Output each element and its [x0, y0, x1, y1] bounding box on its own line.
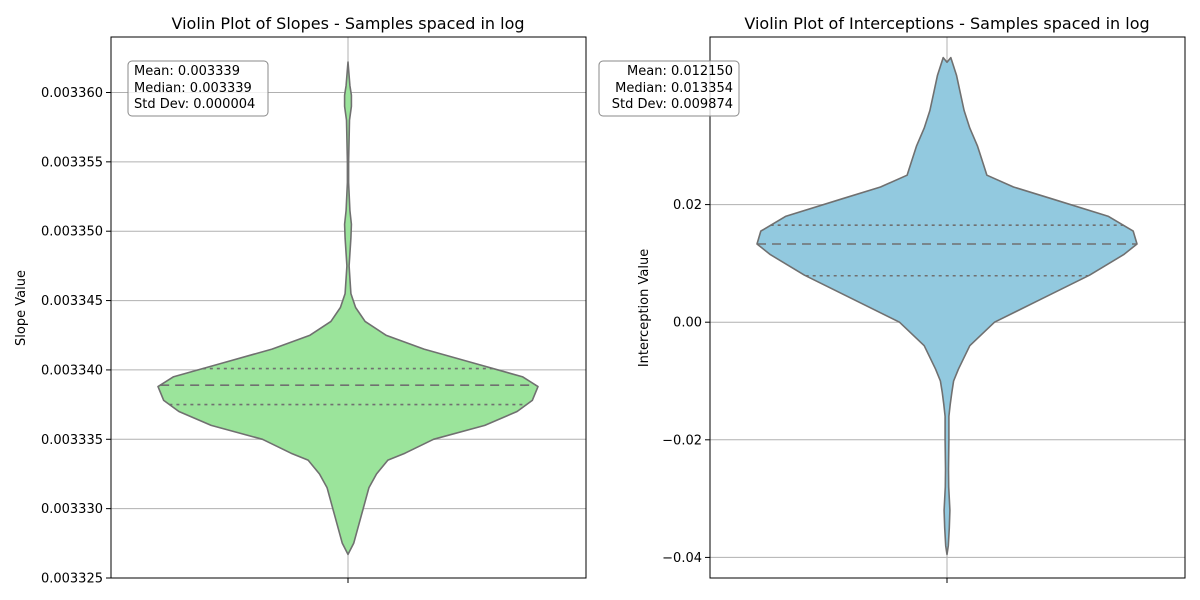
slopes-violin — [157, 61, 539, 556]
interceptions-stats-median: Median: 0.013354 — [615, 81, 733, 96]
slopes-y-tick-label: 0.003335 — [41, 433, 103, 448]
interceptions-y-ticks: −0.04 −0.02 0.00 0.02 — [662, 198, 710, 566]
slopes-stats-stddev: Std Dev: 0.000004 — [134, 97, 255, 112]
interceptions-y-tick-label: −0.04 — [662, 551, 702, 566]
slopes-axes-frame — [110, 36, 587, 579]
slopes-y-tick-label: 0.003330 — [41, 502, 103, 517]
interceptions-y-tick-label: −0.02 — [662, 433, 702, 448]
slopes-y-tick-label: 0.003345 — [41, 294, 103, 309]
slopes-title: Violin Plot of Slopes - Samples spaced i… — [171, 14, 524, 33]
interceptions-stats-mean: Mean: 0.012150 — [627, 64, 733, 79]
slopes-y-tick-label: 0.003350 — [41, 225, 103, 240]
interceptions-axes-frame — [709, 36, 1186, 579]
interceptions-y-tick-label: 0.02 — [673, 198, 702, 213]
slopes-y-tick-label: 0.003325 — [41, 572, 103, 587]
slopes-y-ticks: 0.003325 0.003330 0.003335 0.003340 0.003345… — [41, 86, 111, 587]
slopes-y-tick-label: 0.003360 — [41, 86, 103, 101]
slopes-stats-box-frame — [127, 60, 269, 117]
slopes-stats-median: Median: 0.003339 — [134, 81, 252, 96]
interceptions-y-tick-label: 0.00 — [673, 316, 702, 331]
interceptions-stats-stddev: Std Dev: 0.009874 — [612, 97, 733, 112]
slopes-y-tick-label: 0.003355 — [41, 155, 103, 170]
slopes-panel: 0.003325 0.003330 0.003335 0.003340 0.003345… — [14, 14, 587, 587]
interceptions-violin — [756, 56, 1138, 556]
interceptions-ylabel: Interception Value — [637, 249, 652, 367]
slopes-ylabel: Slope Value — [14, 270, 29, 346]
interceptions-panel: −0.04 −0.02 0.00 0.02 Violin Plot of Interc… — [598, 14, 1186, 583]
slopes-stats-box: Mean: 0.003339 Median: 0.003339 Std Dev:… — [127, 60, 269, 117]
interceptions-stats-box: Mean: 0.012150 Median: 0.013354 Std Dev:… — [598, 60, 740, 117]
slopes-stats-mean: Mean: 0.003339 — [134, 64, 240, 79]
slopes-violin-body — [157, 61, 539, 556]
interceptions-stats-box-frame — [598, 60, 740, 117]
slopes-y-tick-label: 0.003340 — [41, 363, 103, 378]
interceptions-violin-body — [756, 56, 1138, 556]
interceptions-title: Violin Plot of Interceptions - Samples s… — [744, 14, 1149, 33]
